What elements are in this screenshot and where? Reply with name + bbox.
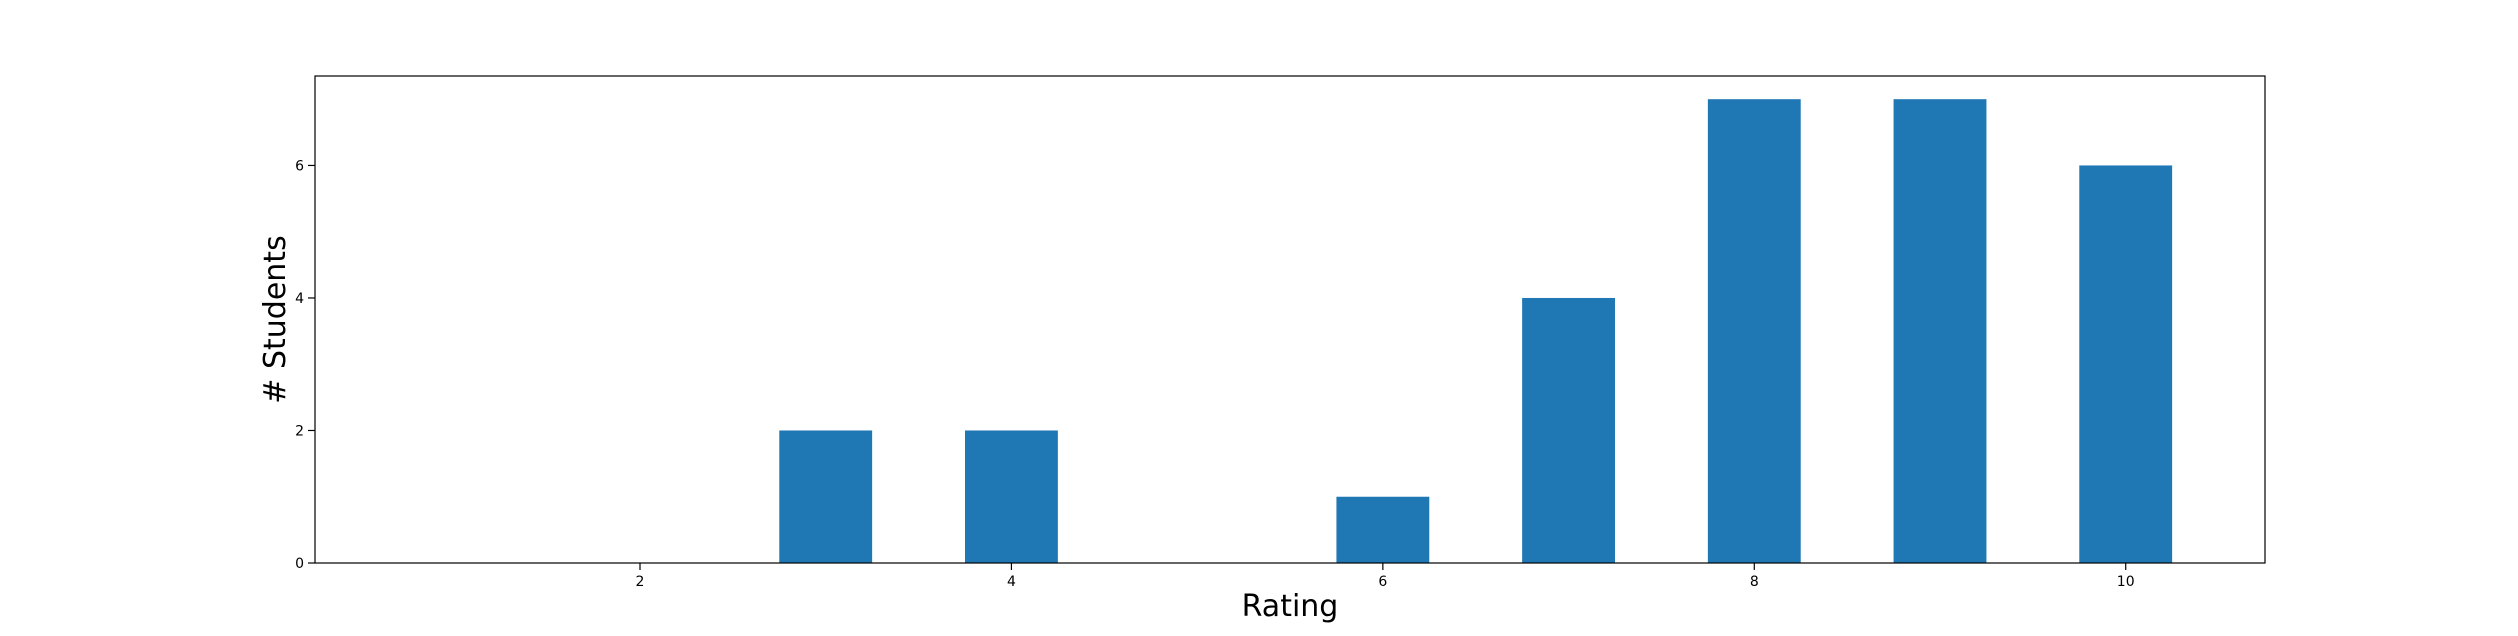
y-tick-label: 0 [295, 556, 304, 572]
bar-rating-10 [2079, 165, 2173, 563]
y-axis-ticks: 0 2 4 6 [295, 158, 315, 572]
x-tick-label: 4 [1007, 574, 1016, 590]
bar-rating-4 [965, 430, 1058, 563]
y-tick-label: 6 [295, 158, 304, 174]
x-axis-ticks: 2 4 6 8 10 [636, 563, 2135, 590]
bar-rating-8 [1707, 99, 1801, 563]
bar-rating-7 [1522, 297, 1615, 563]
x-tick-label: 8 [1750, 574, 1759, 590]
x-tick-label: 6 [1378, 574, 1387, 590]
y-tick-label: 4 [295, 291, 304, 307]
y-axis-label: # Students [258, 235, 293, 403]
bar-rating-6 [1336, 496, 1430, 563]
bar-rating-9 [1893, 99, 1987, 563]
x-tick-label: 10 [2117, 574, 2135, 590]
plot-frame [314, 75, 2266, 564]
x-tick-label: 2 [636, 574, 645, 590]
x-axis-label: Rating [1242, 589, 1339, 624]
bar-rating-3 [779, 430, 873, 563]
y-tick-label: 2 [295, 423, 304, 439]
bars-group [779, 99, 2173, 563]
